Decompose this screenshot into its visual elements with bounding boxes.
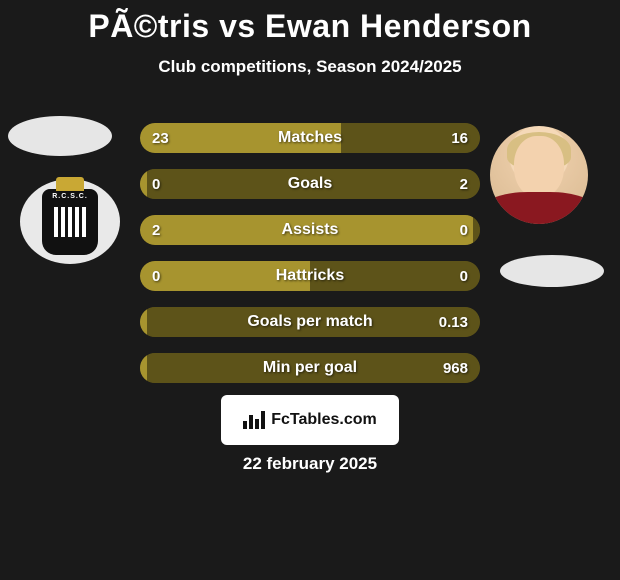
- comparison-card: PÃ©tris vs Ewan Henderson Club competiti…: [0, 0, 620, 580]
- stat-row: 02Goals: [140, 169, 480, 199]
- stat-row: 0.13Goals per match: [140, 307, 480, 337]
- club-stripes-icon: [54, 207, 86, 237]
- club-badge-icon: R.C.S.C.: [42, 189, 98, 255]
- stats-bars-area: 2316Matches 02Goals 20Assists 00Hattricks 0.…: [140, 123, 480, 399]
- stat-label: Matches: [140, 123, 480, 153]
- player-left-club-badge: R.C.S.C.: [20, 179, 120, 264]
- player-right-photo: [490, 126, 588, 224]
- stat-row: 20Assists: [140, 215, 480, 245]
- brand-text: FcTables.com: [271, 411, 377, 429]
- stat-label: Hattricks: [140, 261, 480, 291]
- page-title: PÃ©tris vs Ewan Henderson: [0, 8, 620, 45]
- stat-label: Goals per match: [140, 307, 480, 337]
- club-initials: R.C.S.C.: [52, 193, 88, 200]
- bars-icon: [243, 411, 265, 429]
- player-right-club-badge: [500, 255, 604, 287]
- stat-label: Min per goal: [140, 353, 480, 383]
- stat-row: 00Hattricks: [140, 261, 480, 291]
- date-text: 22 february 2025: [0, 454, 620, 474]
- crown-icon: [56, 177, 84, 191]
- stat-label: Goals: [140, 169, 480, 199]
- stat-row: 2316Matches: [140, 123, 480, 153]
- stat-row: 968Min per goal: [140, 353, 480, 383]
- competition-subtitle: Club competitions, Season 2024/2025: [0, 57, 620, 77]
- branding-pill[interactable]: FcTables.com: [221, 395, 399, 445]
- shirt-shape: [490, 192, 588, 224]
- face-shape: [514, 136, 564, 198]
- player-left-photo: [8, 116, 112, 156]
- stat-label: Assists: [140, 215, 480, 245]
